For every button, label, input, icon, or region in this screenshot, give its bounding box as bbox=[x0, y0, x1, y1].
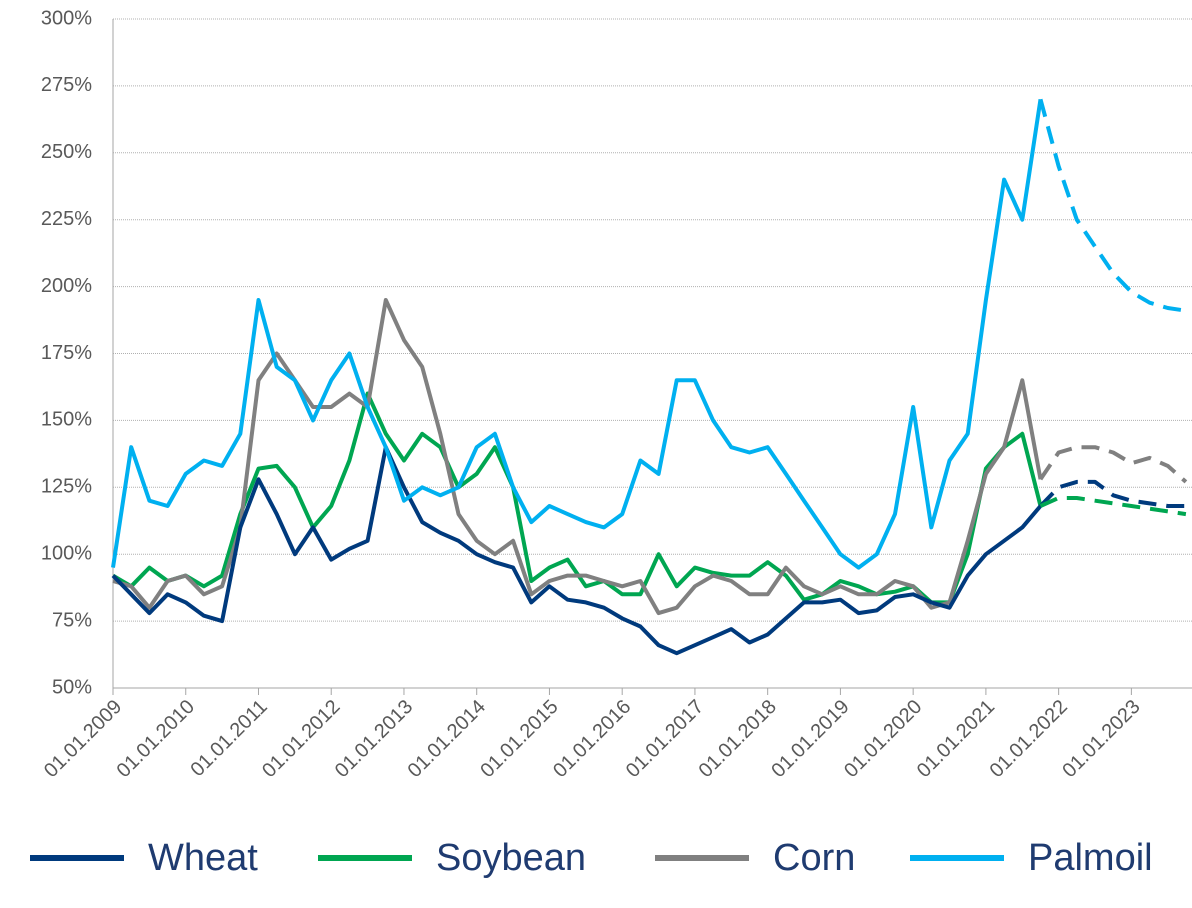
y-tick-label: 300% bbox=[41, 7, 92, 29]
y-tick-label: 225% bbox=[41, 208, 92, 230]
forecast-line bbox=[1038, 445, 1188, 484]
x-tick-label: 01.01.2010 bbox=[113, 696, 199, 782]
x-tick-label: 01.01.2015 bbox=[476, 696, 562, 782]
y-tick-label: 275% bbox=[41, 74, 92, 96]
forecast-line bbox=[1039, 479, 1186, 508]
x-tick-label: 01.01.2022 bbox=[986, 696, 1072, 782]
x-tick-label: 01.01.2017 bbox=[622, 696, 708, 782]
series-line bbox=[111, 99, 1043, 570]
x-tick-label: 01.01.2009 bbox=[40, 696, 126, 782]
x-tick-label: 01.01.2014 bbox=[404, 696, 490, 782]
x-tick-label: 01.01.2021 bbox=[913, 696, 999, 782]
y-tick-label: 125% bbox=[41, 476, 92, 498]
series-line bbox=[111, 391, 1043, 605]
series-line bbox=[111, 445, 1043, 656]
y-tick-label: 200% bbox=[41, 275, 92, 297]
x-tick-label: 01.01.2012 bbox=[258, 696, 344, 782]
series-line bbox=[112, 298, 1043, 616]
x-tick-label: 01.01.2018 bbox=[695, 696, 781, 782]
x-tick-label: 01.01.2019 bbox=[767, 696, 853, 782]
x-tick-label: 01.01.2023 bbox=[1058, 696, 1144, 782]
y-tick-label: 75% bbox=[52, 609, 92, 631]
y-tick-label: 175% bbox=[41, 342, 92, 364]
y-tick-label: 250% bbox=[41, 141, 92, 163]
forecast-line bbox=[1038, 98, 1187, 313]
forecast-line bbox=[1039, 496, 1187, 517]
legend-label: Palmoil bbox=[1028, 837, 1153, 879]
legend-label: Corn bbox=[773, 837, 855, 879]
x-tick-label: 01.01.2013 bbox=[331, 696, 417, 782]
x-tick-label: 01.01.2016 bbox=[549, 696, 635, 782]
y-tick-label: 100% bbox=[41, 542, 92, 564]
legend-label: Soybean bbox=[436, 837, 586, 879]
y-tick-label: 50% bbox=[52, 676, 92, 698]
y-tick-label: 150% bbox=[41, 409, 92, 431]
legend-label: Wheat bbox=[148, 837, 258, 879]
x-tick-label: 01.01.2020 bbox=[840, 696, 926, 782]
